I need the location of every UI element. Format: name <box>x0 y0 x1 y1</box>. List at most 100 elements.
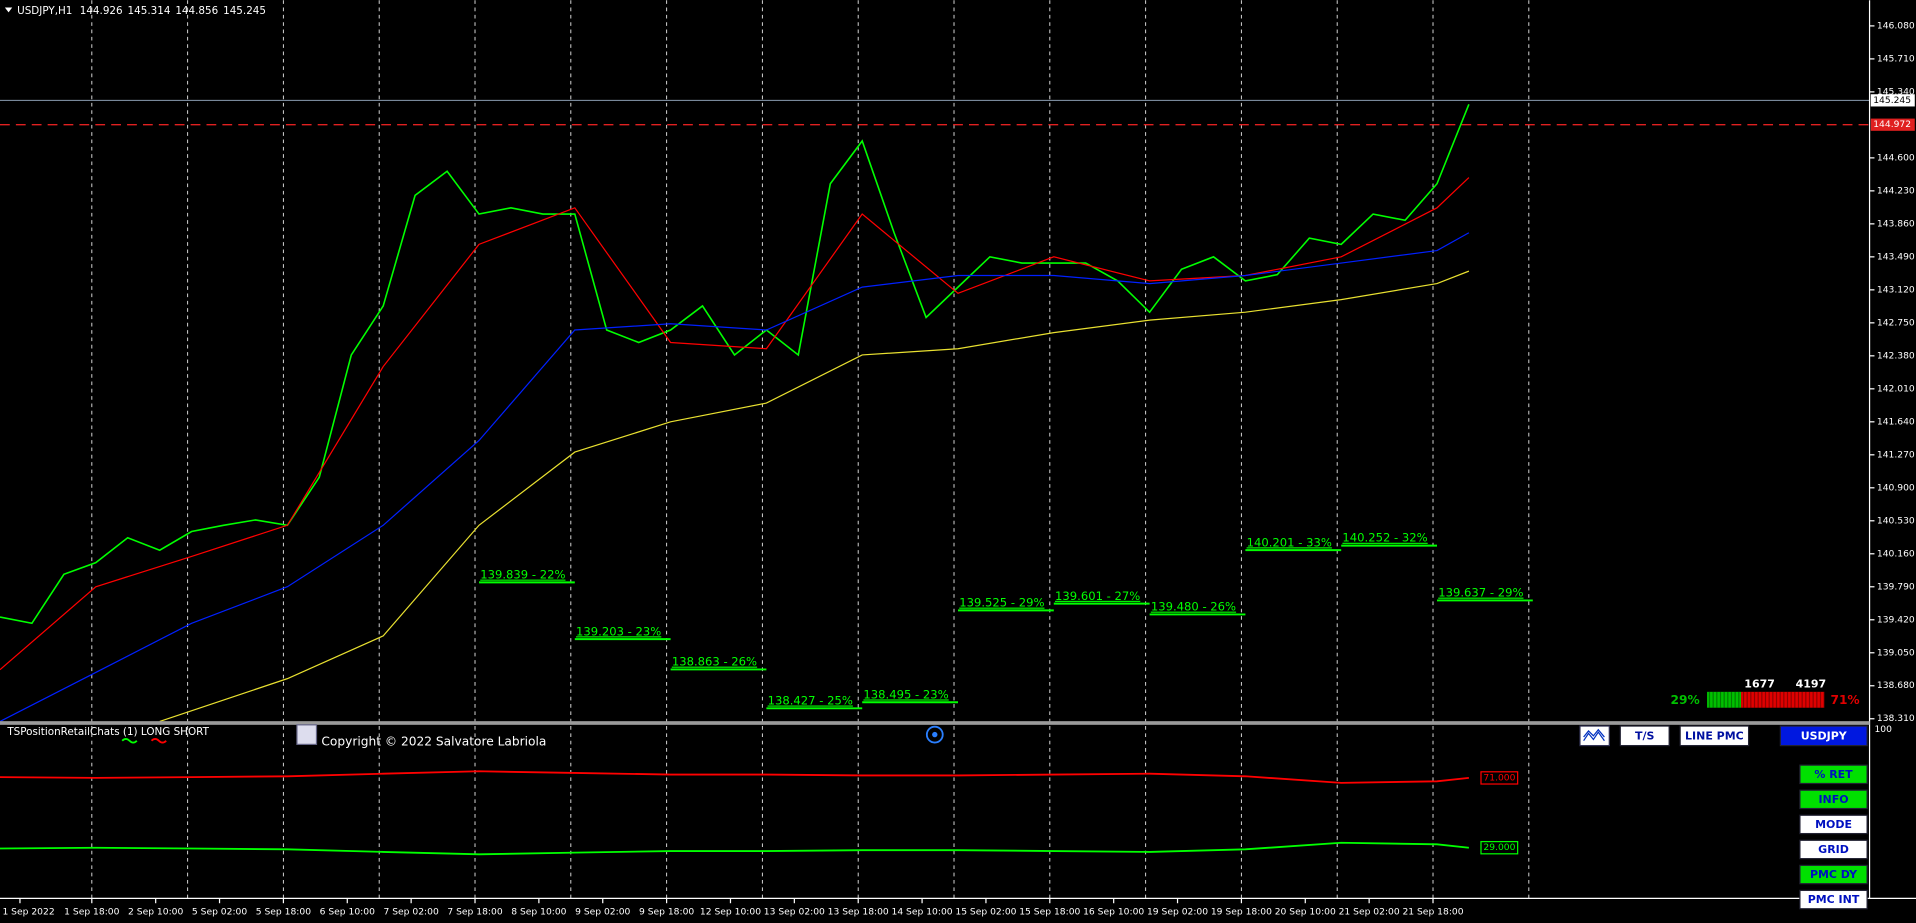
short-legend-glyph <box>150 737 167 744</box>
target-icon[interactable] <box>925 725 944 744</box>
wave-button-bg <box>1579 725 1610 747</box>
x-tick-label: 1 Sep 18:00 <box>64 906 119 917</box>
x-tick-label: 14 Sep 10:00 <box>892 906 953 917</box>
ui-layer: 146.080 145.710 145.340 144.600 144.230 143.8… <box>2 20 1914 917</box>
button-bg <box>1619 725 1670 747</box>
button-label: PMC INT <box>1808 893 1860 906</box>
button[interactable]: PMC DY <box>1799 864 1868 885</box>
y-tick-label: 145.710 <box>1877 53 1915 64</box>
button-bg <box>1799 814 1868 835</box>
sentiment-segment <box>1741 691 1825 708</box>
x-tick-label: 2 Sep 10:00 <box>128 906 183 917</box>
y-tick-label: 139.050 <box>1877 647 1915 658</box>
x-tick-label: 20 Sep 10:00 <box>1275 906 1336 917</box>
chart-header: USDJPY,H1 144.926 145.314 144.856 145.245 <box>17 5 266 17</box>
x-tick-label: 5 Sep 02:00 <box>192 906 247 917</box>
indicator-tag-label: 29.000 <box>1483 842 1515 853</box>
current-price-label: 145.245 <box>1873 95 1911 106</box>
y-tick-label: 143.120 <box>1877 284 1915 295</box>
x-tick-label: 7 Sep 02:00 <box>383 906 438 917</box>
wave-icon <box>1583 728 1605 742</box>
reference-level-label: 144.972 <box>1873 119 1911 130</box>
y-tick-label: 138.680 <box>1877 680 1915 691</box>
button-bg <box>1679 725 1750 747</box>
button[interactable]: GRID <box>1799 839 1868 860</box>
button-label: MODE <box>1815 818 1852 831</box>
level-label: 139.637 - 29% <box>1438 586 1523 600</box>
long-count: 1677 <box>1744 678 1775 691</box>
indicator-tag <box>1480 840 1519 855</box>
series-line <box>0 770 1469 784</box>
long-pct: 29% <box>1670 693 1699 707</box>
x-tick-label: 21 Sep 02:00 <box>1339 906 1400 917</box>
x-tick-label: 5 Sep 18:00 <box>256 906 311 917</box>
series-line <box>159 270 1470 722</box>
x-tick-label: 1 Sep 2022 <box>2 906 54 917</box>
x-tick-label: 13 Sep 02:00 <box>764 906 825 917</box>
button[interactable]: INFO <box>1799 789 1868 810</box>
button-bg <box>1799 789 1868 810</box>
x-tick-label: 8 Sep 10:00 <box>511 906 566 917</box>
level-label: 138.863 - 26% <box>672 655 757 669</box>
x-tick-label: 16 Sep 10:00 <box>1083 906 1144 917</box>
x-tick-label: 15 Sep 02:00 <box>955 906 1016 917</box>
short-pct: 71% <box>1830 693 1859 707</box>
series-line <box>0 232 1470 722</box>
x-tick-label: 6 Sep 10:00 <box>320 906 375 917</box>
close: 145.245 <box>223 5 266 17</box>
indicator-tag-label: 71.000 <box>1483 772 1515 783</box>
indicator-y-tick-label: 100 <box>1874 724 1892 735</box>
level-label: 138.495 - 23% <box>863 687 948 701</box>
y-tick-label: 141.640 <box>1877 416 1915 427</box>
button[interactable]: T/S <box>1619 725 1670 747</box>
series-line <box>0 841 1469 856</box>
y-tick-label: 140.530 <box>1877 515 1915 526</box>
target-icon-dot <box>932 731 938 738</box>
y-tick-label: 140.900 <box>1877 482 1915 493</box>
current-price-tag <box>1870 94 1915 107</box>
indicator-title: TSPositionRetailChats (1) LONG SHORT <box>6 726 209 738</box>
wave-button[interactable] <box>1579 725 1610 747</box>
button[interactable]: % RET <box>1799 764 1868 785</box>
button[interactable]: PMC INT <box>1799 889 1868 910</box>
button-bg <box>1779 725 1868 747</box>
button[interactable]: MODE <box>1799 814 1868 835</box>
x-tick-label: 19 Sep 18:00 <box>1211 906 1272 917</box>
button-bg <box>1799 764 1868 785</box>
button-label: USDJPY <box>1801 729 1848 742</box>
y-tick-label: 142.380 <box>1877 350 1915 361</box>
level-label: 139.525 - 29% <box>959 596 1044 610</box>
level-label: 139.480 - 26% <box>1151 600 1236 614</box>
open: 144.926 <box>80 5 123 17</box>
x-tick-label: 12 Sep 10:00 <box>700 906 761 917</box>
low: 144.856 <box>175 5 218 17</box>
y-tick-label: 142.750 <box>1877 317 1915 328</box>
series-line <box>0 177 1470 671</box>
button-label: T/S <box>1635 729 1655 742</box>
symbol: USDJPY,H1 <box>17 5 72 17</box>
button-bg <box>1799 864 1868 885</box>
high: 145.314 <box>128 5 171 17</box>
button-label: INFO <box>1818 793 1848 806</box>
y-tick-label: 143.860 <box>1877 218 1915 229</box>
level-label: 138.427 - 25% <box>768 693 853 707</box>
button-label: LINE PMC <box>1685 729 1744 742</box>
button-bg <box>1799 839 1868 860</box>
button[interactable]: LINE PMC <box>1679 725 1750 747</box>
plot-layer: 139.839 - 22% 139.203 - 23% 138.863 - 26% 1… <box>0 99 1870 856</box>
y-tick-label: 145.340 <box>1877 86 1915 97</box>
menu-arrow[interactable] <box>4 7 13 13</box>
y-tick-label: 141.270 <box>1877 449 1915 460</box>
button-label: % RET <box>1814 768 1853 781</box>
level-label: 140.201 - 33% <box>1247 535 1332 549</box>
series-line <box>0 104 1470 625</box>
x-tick-label: 9 Sep 18:00 <box>639 906 694 917</box>
x-tick-label: 15 Sep 18:00 <box>1019 906 1080 917</box>
y-tick-label: 142.010 <box>1877 383 1915 394</box>
short-count: 4197 <box>1796 678 1827 691</box>
x-tick-label: 21 Sep 18:00 <box>1402 906 1463 917</box>
button[interactable]: USDJPY <box>1779 725 1868 747</box>
button-label: GRID <box>1818 843 1849 856</box>
